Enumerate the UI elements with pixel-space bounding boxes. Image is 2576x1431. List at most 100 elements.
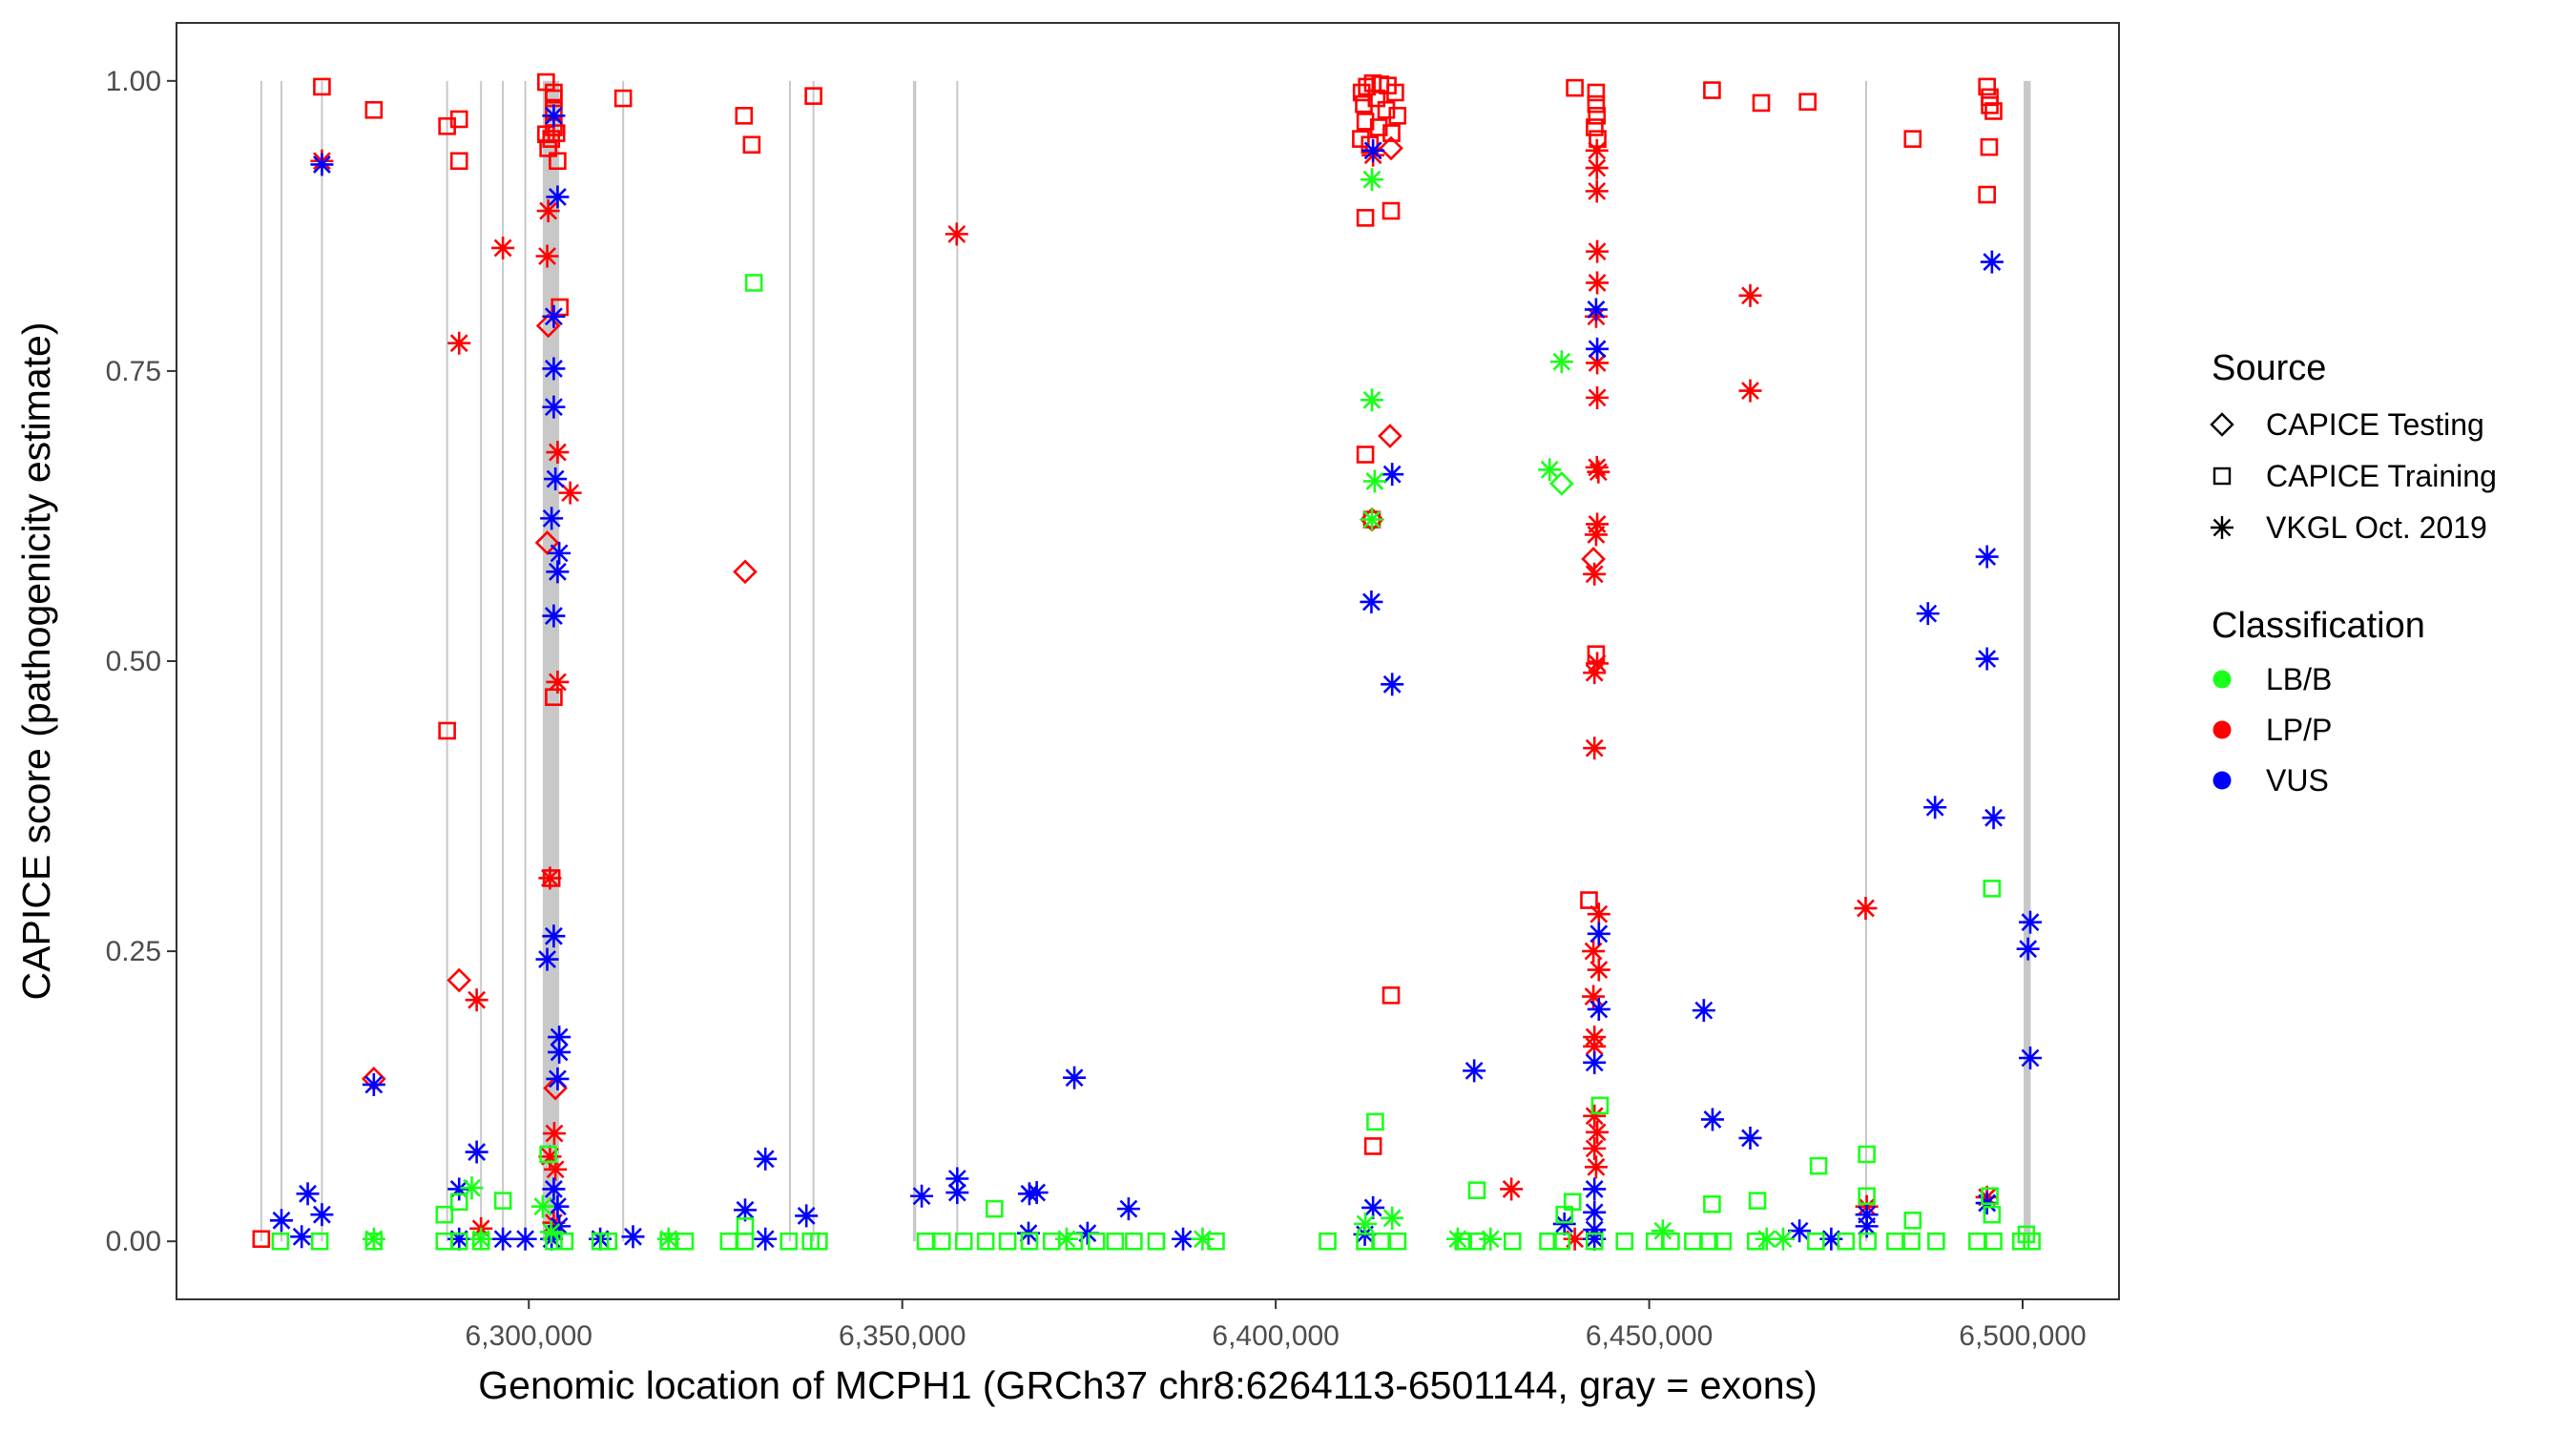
data-point xyxy=(1738,379,1762,403)
data-point xyxy=(535,244,559,268)
data-point xyxy=(1360,168,1383,192)
data-point xyxy=(2018,910,2042,934)
data-point xyxy=(542,130,561,148)
data-point xyxy=(364,100,384,119)
data-point xyxy=(447,967,472,993)
data-point xyxy=(546,670,570,694)
exon-band xyxy=(622,80,625,1242)
data-point xyxy=(1381,201,1401,220)
data-point xyxy=(1563,1227,1587,1251)
data-point xyxy=(1984,102,2003,120)
data-point xyxy=(1590,1096,1610,1115)
y-axis-title: CAPICE score (pathogenicity estimate) xyxy=(14,322,58,1001)
data-point xyxy=(719,1232,738,1251)
exon-band xyxy=(321,80,323,1242)
data-point xyxy=(1087,1232,1106,1251)
data-point xyxy=(1503,1232,1522,1251)
data-point xyxy=(613,89,633,108)
data-point xyxy=(546,185,570,209)
data-point xyxy=(1859,1232,1878,1251)
data-point xyxy=(804,87,822,105)
data-point xyxy=(542,1122,566,1146)
y-tick-label: 1.00 xyxy=(106,66,161,97)
data-point xyxy=(1886,1232,1904,1251)
data-point xyxy=(916,1232,935,1251)
data-point xyxy=(1381,463,1404,487)
data-point xyxy=(435,1205,454,1224)
data-point xyxy=(1923,796,1947,819)
data-point xyxy=(1356,446,1375,464)
y-tick-label: 0.50 xyxy=(106,646,161,677)
data-point xyxy=(1703,1194,1721,1213)
data-point xyxy=(954,1232,973,1251)
data-point xyxy=(1975,647,1999,671)
data-point xyxy=(252,1230,271,1249)
data-point xyxy=(1463,1059,1486,1083)
data-point xyxy=(545,688,563,707)
data-point xyxy=(910,1184,934,1208)
data-point xyxy=(1714,1232,1733,1251)
data-point xyxy=(1367,89,1386,108)
data-point xyxy=(1645,1232,1664,1251)
data-point xyxy=(542,304,566,328)
data-point xyxy=(1379,135,1403,161)
legend-source-label: CAPICE Training xyxy=(2266,459,2497,493)
data-point xyxy=(1586,337,1610,361)
series-capice-training-lb-b xyxy=(271,274,2041,1251)
data-point xyxy=(362,1072,385,1096)
series-capice-testing-lp-p xyxy=(361,135,1606,1101)
data-point xyxy=(1588,107,1607,125)
data-point xyxy=(1771,1227,1795,1251)
data-point xyxy=(546,441,570,465)
data-point xyxy=(1583,1104,1607,1128)
data-point xyxy=(945,1181,969,1205)
data-point xyxy=(544,467,568,491)
data-point xyxy=(754,1227,778,1251)
exon-band xyxy=(524,80,527,1242)
data-point xyxy=(438,721,456,740)
data-point xyxy=(810,1232,828,1251)
data-points xyxy=(252,73,2042,1251)
series-vkgl-oct-2019-vus xyxy=(269,104,2042,1251)
data-point xyxy=(449,1192,468,1212)
data-point xyxy=(1788,1219,1812,1243)
data-point xyxy=(1369,118,1388,136)
data-point xyxy=(1903,130,1922,148)
data-point xyxy=(534,530,560,555)
data-point xyxy=(795,1204,819,1228)
data-point xyxy=(1738,1126,1762,1150)
legend-source-label: VKGL Oct. 2019 xyxy=(2266,510,2487,545)
data-point xyxy=(1982,806,2005,830)
data-point xyxy=(542,395,566,419)
data-point xyxy=(1116,1197,1140,1221)
data-point xyxy=(465,988,488,1012)
data-point xyxy=(1172,1227,1195,1251)
legend-square-icon xyxy=(2212,467,2232,486)
data-point xyxy=(537,125,555,144)
exon-band xyxy=(480,80,483,1242)
data-point xyxy=(2018,1046,2042,1069)
data-point xyxy=(1587,997,1610,1021)
data-point xyxy=(1916,602,1940,626)
data-point xyxy=(549,152,567,171)
data-point xyxy=(1858,1145,1876,1164)
data-point xyxy=(675,1232,695,1251)
data-point xyxy=(1361,138,1385,162)
data-point xyxy=(1583,736,1607,760)
data-point xyxy=(1981,1187,1999,1206)
data-point xyxy=(1585,455,1609,479)
data-point xyxy=(555,1232,574,1251)
data-point xyxy=(736,1232,755,1251)
data-point xyxy=(1552,1232,1571,1251)
data-point xyxy=(290,1225,314,1249)
exon-band xyxy=(956,80,959,1242)
data-point xyxy=(733,1198,757,1222)
data-point xyxy=(1700,1108,1724,1131)
data-point xyxy=(530,1194,554,1218)
data-point xyxy=(744,274,763,292)
data-point xyxy=(539,139,557,157)
data-point xyxy=(986,1199,1004,1218)
x-tick-label: 6,500,000 xyxy=(1959,1320,2086,1352)
data-point xyxy=(447,331,471,355)
